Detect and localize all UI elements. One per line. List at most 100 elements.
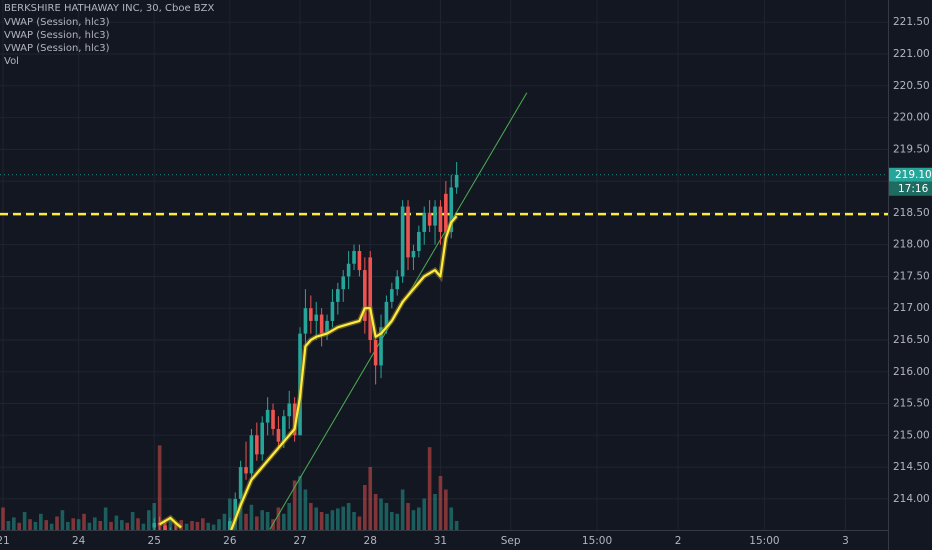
volume-bar [400, 489, 405, 530]
candle-body [395, 276, 400, 290]
y-tick-label: 214.00 [893, 493, 930, 505]
volume-bar [249, 504, 254, 530]
candle-body [249, 435, 254, 474]
volume-bar [28, 519, 32, 530]
y-tick-label: 214.50 [893, 461, 930, 473]
volume-bar [76, 519, 81, 530]
axes: 214.00 214.50 215.00 215.50 216.00 216.50 217.… [0, 16, 932, 547]
candle-body [363, 270, 367, 321]
volume-bar [125, 522, 130, 530]
candle-body [244, 467, 248, 474]
volume-bar [341, 506, 346, 530]
volume-bar [157, 445, 162, 530]
volume-bar [93, 517, 97, 530]
volume-bar [417, 507, 421, 530]
volume-bar [141, 523, 146, 530]
candle-body [427, 212, 432, 226]
volume-bar [309, 503, 313, 530]
candle-body [384, 301, 389, 328]
candle-body [373, 339, 378, 366]
volume-bar [287, 503, 292, 530]
plot-area [0, 92, 888, 530]
volume-bar [49, 523, 54, 530]
x-tick-label: 27 [293, 535, 306, 547]
volume-bar [39, 513, 43, 530]
countdown-box [889, 181, 932, 196]
volume-bar [44, 520, 49, 530]
volume-bar [379, 498, 383, 530]
x-tick-label: 3 [842, 535, 849, 547]
candle-body [255, 435, 259, 455]
candle-body [163, 525, 167, 530]
volume-bar [71, 518, 76, 530]
volume-bar [17, 522, 22, 530]
volume-bar [438, 476, 443, 530]
candle-body [271, 409, 275, 429]
x-tick-label: 21 [0, 535, 10, 547]
volume-bar [276, 507, 281, 530]
x-tick-label: 25 [148, 535, 161, 547]
volume-bar [282, 513, 286, 530]
volume-bar [87, 522, 92, 530]
candle-body [238, 467, 243, 499]
indicator-label: VWAP (Session, hlc3) [4, 43, 110, 54]
volume-bar [82, 513, 86, 530]
y-tick-label: 217.00 [893, 302, 930, 314]
volume-bar [238, 503, 243, 530]
x-tick-label: 28 [364, 535, 377, 547]
volume-bar [22, 512, 27, 530]
volume-bar [55, 516, 59, 530]
candle-body [449, 187, 454, 232]
volume-bar [330, 510, 335, 530]
volume-bar [314, 507, 319, 530]
volume-bar [184, 523, 189, 530]
volume-bar [444, 489, 448, 530]
legend: BERKSHIRE HATHAWAY INC, 30, Cboe BZX VWA… [4, 3, 214, 67]
volume-bar [346, 503, 351, 530]
candle-body [330, 301, 335, 321]
volume-bar [12, 517, 16, 530]
candle-body [265, 409, 270, 423]
y-tick-label: 216.50 [893, 334, 930, 346]
last-price-label: 219.10 [895, 169, 932, 181]
y-tick-label: 220.50 [893, 80, 930, 92]
volume-bar [206, 522, 211, 530]
candle-body [444, 193, 448, 232]
volume-bar [260, 510, 265, 530]
volume-bar [33, 521, 38, 530]
volume-bar [363, 485, 367, 530]
candle-body [325, 320, 329, 334]
volume-bar [147, 510, 151, 530]
volume-bar [152, 503, 157, 530]
candle-body [417, 231, 421, 252]
x-tick-label: 15:00 [582, 535, 612, 547]
candle-body [319, 314, 324, 334]
volume-bar [422, 498, 427, 530]
volume-bar [201, 518, 205, 530]
volume-bar [303, 489, 308, 530]
volume-bar [222, 513, 227, 530]
volume-bar [319, 512, 324, 530]
volume-bar [427, 447, 432, 530]
y-tick-label: 221.00 [893, 48, 930, 60]
candle-body [314, 314, 319, 321]
candle-body [228, 521, 232, 530]
candle-body [352, 251, 356, 264]
countdown-label: 17:16 [898, 183, 929, 195]
last-price-box [889, 167, 932, 182]
candle-body [287, 403, 292, 417]
x-tick-label: 24 [72, 535, 86, 547]
volume-bar [109, 521, 113, 530]
volume-bar [103, 507, 108, 530]
volume-bar [395, 513, 400, 530]
indicator-label: VWAP (Session, hlc3) [4, 30, 110, 41]
candle-body [438, 206, 443, 232]
candle-body [411, 251, 416, 258]
y-tick-label: 218.00 [893, 239, 930, 251]
chart-title: BERKSHIRE HATHAWAY INC, 30, Cboe BZX [4, 3, 214, 14]
y-tick-label: 216.00 [893, 366, 930, 378]
candle-body [400, 206, 405, 277]
volume-bar [336, 508, 340, 530]
